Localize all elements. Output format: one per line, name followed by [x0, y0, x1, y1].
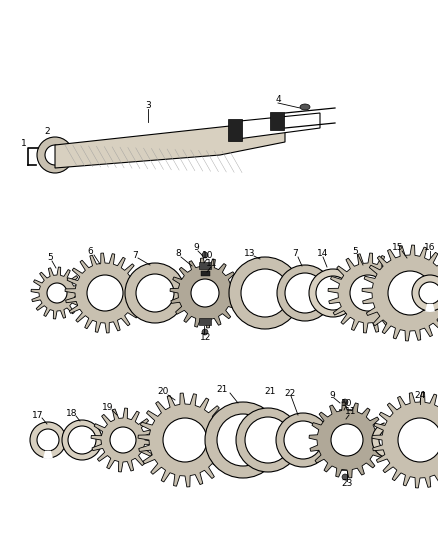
Text: 2: 2: [44, 127, 50, 136]
Circle shape: [309, 269, 357, 317]
Circle shape: [350, 275, 386, 311]
Polygon shape: [170, 258, 240, 328]
Text: 20: 20: [157, 387, 169, 397]
Circle shape: [379, 429, 401, 451]
Circle shape: [412, 275, 438, 311]
Polygon shape: [138, 393, 232, 487]
Bar: [339, 409, 351, 416]
Text: 23: 23: [341, 480, 353, 489]
Text: 7: 7: [132, 251, 138, 260]
Circle shape: [372, 422, 408, 458]
Polygon shape: [31, 267, 83, 319]
Polygon shape: [328, 253, 408, 333]
Circle shape: [245, 417, 291, 463]
Circle shape: [388, 271, 432, 315]
Circle shape: [30, 422, 66, 458]
Text: 19: 19: [102, 402, 114, 411]
Text: 1: 1: [21, 139, 27, 148]
Bar: [199, 262, 211, 269]
Circle shape: [163, 418, 207, 462]
Text: 4: 4: [275, 95, 281, 104]
Text: 7: 7: [292, 249, 298, 259]
Wedge shape: [43, 450, 53, 459]
Circle shape: [276, 413, 330, 467]
Text: 5: 5: [352, 247, 358, 256]
Text: 9: 9: [329, 391, 335, 400]
Text: 11: 11: [345, 408, 357, 416]
Circle shape: [217, 414, 269, 466]
Circle shape: [191, 279, 219, 307]
Circle shape: [241, 269, 289, 317]
Circle shape: [37, 137, 73, 173]
Circle shape: [202, 252, 208, 258]
Text: 8: 8: [175, 249, 181, 259]
Circle shape: [68, 426, 96, 454]
Polygon shape: [91, 408, 155, 472]
Bar: [270, 112, 284, 130]
Circle shape: [45, 145, 65, 165]
Polygon shape: [309, 402, 385, 478]
Circle shape: [285, 273, 325, 313]
Ellipse shape: [300, 104, 310, 110]
Text: 11: 11: [206, 260, 218, 269]
Circle shape: [47, 283, 67, 303]
Wedge shape: [384, 421, 396, 430]
Circle shape: [125, 263, 185, 323]
Circle shape: [342, 399, 348, 405]
Circle shape: [316, 276, 350, 310]
Circle shape: [62, 420, 102, 460]
Polygon shape: [230, 113, 320, 140]
Circle shape: [229, 257, 301, 329]
Circle shape: [202, 329, 208, 335]
Circle shape: [236, 408, 300, 472]
Circle shape: [398, 418, 438, 462]
Circle shape: [419, 282, 438, 304]
Text: 17: 17: [32, 410, 44, 419]
Circle shape: [342, 474, 348, 480]
Text: 10: 10: [202, 252, 214, 261]
Circle shape: [205, 402, 281, 478]
Bar: [341, 418, 350, 423]
Text: 21: 21: [264, 387, 276, 397]
Text: 3: 3: [145, 101, 151, 110]
Text: 9: 9: [193, 244, 199, 253]
Bar: [201, 271, 210, 276]
Text: 21: 21: [216, 385, 228, 394]
Text: 14: 14: [317, 249, 328, 259]
Text: 10: 10: [341, 399, 353, 408]
Bar: [199, 318, 211, 325]
Text: 18: 18: [66, 408, 78, 417]
Text: 24: 24: [414, 391, 426, 400]
Text: 6: 6: [87, 247, 93, 256]
Text: 16: 16: [424, 244, 436, 253]
Circle shape: [110, 427, 136, 453]
Circle shape: [277, 265, 333, 321]
Polygon shape: [65, 253, 145, 333]
Bar: [339, 463, 351, 470]
Circle shape: [284, 421, 322, 459]
Polygon shape: [362, 245, 438, 341]
Text: 15: 15: [392, 244, 404, 253]
Circle shape: [87, 275, 123, 311]
Circle shape: [136, 274, 174, 312]
Polygon shape: [372, 392, 438, 488]
Circle shape: [331, 424, 363, 456]
Bar: [228, 119, 242, 141]
Text: 13: 13: [244, 248, 256, 257]
Text: 22: 22: [284, 389, 296, 398]
Text: 5: 5: [47, 254, 53, 262]
Wedge shape: [425, 304, 435, 312]
Circle shape: [37, 429, 59, 451]
Polygon shape: [55, 120, 285, 168]
Text: 12: 12: [200, 333, 212, 342]
